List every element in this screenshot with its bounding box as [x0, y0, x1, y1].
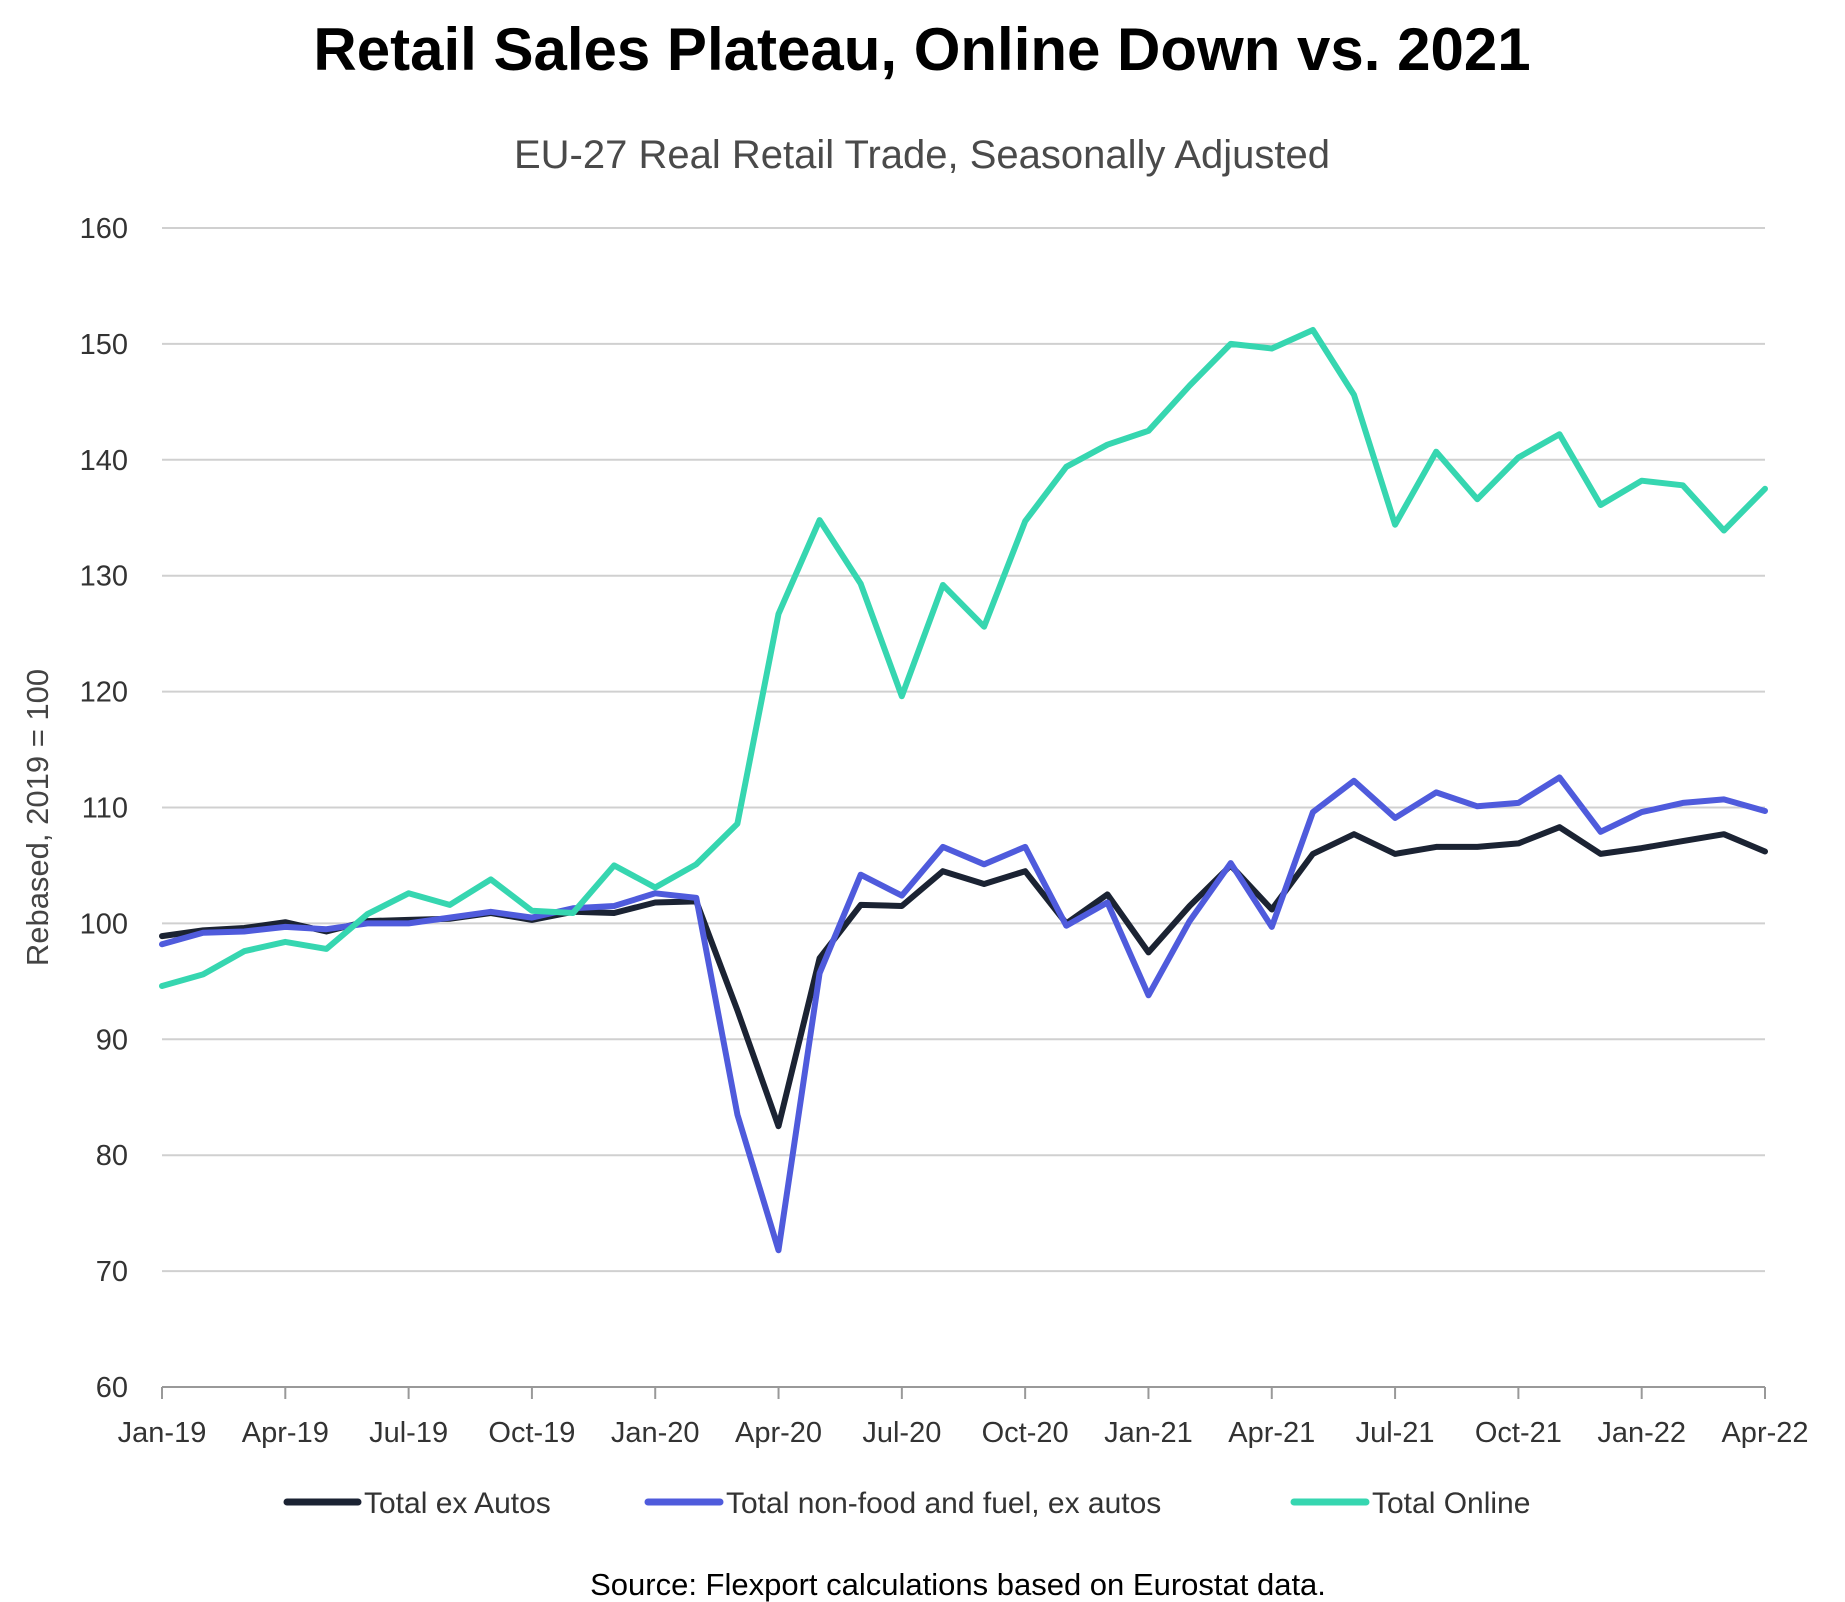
y-tick-label: 130 [80, 561, 128, 593]
chart-subtitle: EU-27 Real Retail Trade, Seasonally Adju… [514, 133, 1330, 177]
legend-label: Total ex Autos [364, 1487, 551, 1520]
x-tick-label: Oct-20 [982, 1417, 1069, 1449]
x-tick-label: Jul-19 [369, 1417, 448, 1449]
x-tick-label: Jan-21 [1104, 1417, 1193, 1449]
x-tick-label: Jan-19 [118, 1417, 207, 1449]
x-tick-label: Jul-20 [862, 1417, 941, 1449]
x-tick-label: Jan-22 [1597, 1417, 1686, 1449]
y-axis-label: Rebased, 2019 = 100 [20, 669, 55, 966]
x-tick-label: Apr-19 [242, 1417, 329, 1449]
y-tick-label: 70 [96, 1256, 128, 1288]
series-line-3 [159, 327, 1768, 989]
legend-label: Total non-food and fuel, ex autos [726, 1487, 1161, 1520]
series-lines [159, 327, 1768, 1254]
y-tick-label: 150 [80, 329, 128, 361]
x-axis [161, 1386, 1766, 1399]
source-note: Source: Flexport calculations based on E… [590, 1567, 1326, 1602]
y-tick-label: 140 [80, 445, 128, 477]
x-tick-label: Oct-19 [488, 1417, 575, 1449]
y-axis-tick-labels: 60 70 80 90 100 110 120 130 140 150 160 [80, 213, 128, 1404]
series-line-2 [159, 774, 1768, 1254]
x-tick-label: Apr-21 [1228, 1417, 1315, 1449]
gridlines [162, 227, 1765, 1273]
x-tick-label: Jul-21 [1356, 1417, 1435, 1449]
series-line-1 [159, 824, 1768, 1130]
x-tick-label: Oct-21 [1475, 1417, 1562, 1449]
y-tick-label: 100 [80, 908, 128, 940]
chart-title: Retail Sales Plateau, Online Down vs. 20… [313, 16, 1530, 83]
x-tick-label: Jan-20 [611, 1417, 700, 1449]
y-tick-label: 60 [96, 1372, 128, 1404]
legend-label: Total Online [1372, 1487, 1530, 1520]
y-tick-label: 80 [96, 1140, 128, 1172]
x-tick-label: Apr-20 [735, 1417, 822, 1449]
y-tick-label: 110 [82, 793, 128, 825]
x-axis-tick-labels: Jan-19 Apr-19 Jul-19 Oct-19 Jan-20 Apr-20 Jul-… [118, 1417, 1809, 1449]
y-tick-label: 90 [96, 1024, 128, 1056]
y-tick-label: 160 [80, 213, 128, 245]
legend: Total ex Autos Total non-food and fuel, e… [283, 1487, 1530, 1520]
y-tick-label: 120 [80, 677, 128, 709]
x-tick-label: Apr-22 [1721, 1417, 1808, 1449]
